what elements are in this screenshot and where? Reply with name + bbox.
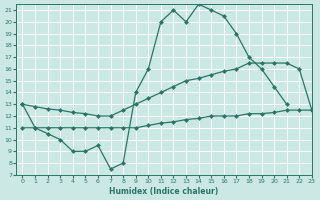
X-axis label: Humidex (Indice chaleur): Humidex (Indice chaleur)	[109, 187, 219, 196]
